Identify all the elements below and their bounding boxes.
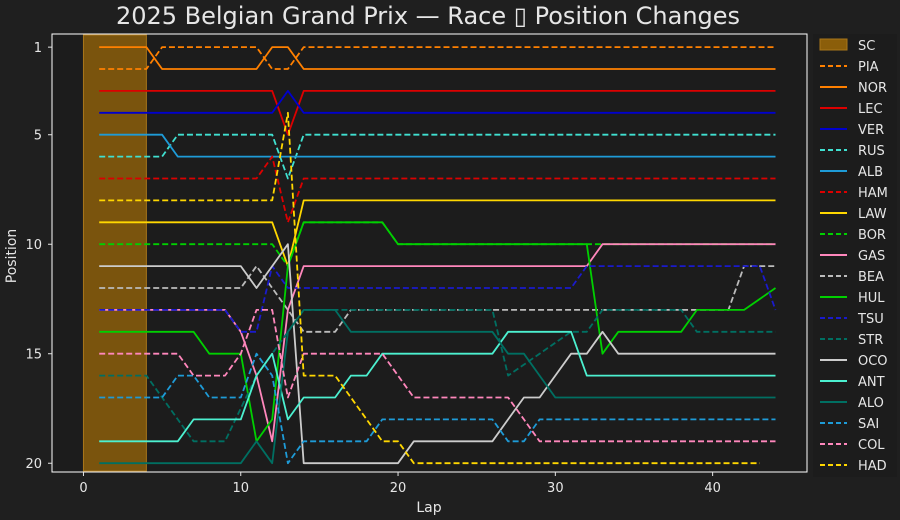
legend-label-nor: NOR	[858, 81, 887, 96]
legend-label-str: STR	[858, 333, 883, 348]
legend-label-had: HAD	[858, 459, 887, 474]
series-line-col	[99, 309, 776, 443]
legend-label-bor: BOR	[858, 228, 886, 243]
legend-label-ham: HAM	[858, 186, 888, 201]
legend-label-alb: ALB	[858, 165, 883, 180]
legend-label-ant: ANT	[858, 375, 885, 390]
legend-label-rus: RUS	[858, 144, 885, 159]
legend-label-hul: HUL	[858, 291, 885, 306]
series-line-ant	[99, 330, 776, 443]
x-tick-label: 30	[547, 481, 564, 496]
series-line-hul	[99, 221, 777, 443]
series-line-alo	[99, 309, 776, 465]
series-line-rus	[99, 133, 776, 180]
legend: SC PIA NOR LEC VER RUS ALB HAM LAW BOR GAS BEA HUL TS…	[813, 34, 897, 477]
series-line-had	[99, 111, 760, 465]
legend-label-sai: SAI	[858, 417, 879, 432]
chart-title: 2025 Belgian Grand Prix — Race ▯ Positio…	[116, 2, 740, 30]
y-axis-label: Position	[4, 229, 20, 284]
legend-label-ver: VER	[858, 123, 884, 138]
series-line-oco	[99, 243, 776, 465]
legend-label-oco: OCO	[858, 354, 888, 369]
y-tick-label: 20	[25, 457, 42, 472]
series-line-str	[99, 309, 776, 443]
legend-label-alo: ALO	[858, 396, 884, 411]
x-tick-label: 20	[390, 481, 407, 496]
x-tick-label: 40	[704, 481, 721, 496]
plot-frame	[51, 33, 808, 473]
series-line-tsu	[99, 265, 777, 333]
series-line-nor	[99, 46, 776, 70]
legend-label-sc: SC	[858, 39, 875, 54]
legend-label-gas: GAS	[858, 249, 885, 264]
safety-car-region	[82, 34, 147, 472]
legend-label-law: LAW	[858, 207, 887, 222]
y-tick-label: 10	[25, 238, 42, 253]
y-tick-label: 1	[34, 41, 42, 56]
y-tick-label: 5	[34, 129, 42, 144]
y-tick-label: 15	[25, 348, 42, 363]
series-line-sai	[99, 352, 776, 465]
legend-swatch-sc	[819, 38, 848, 51]
legend-label-lec: LEC	[858, 102, 883, 117]
legend-label-pia: PIA	[858, 60, 879, 75]
legend-label-col: COL	[858, 438, 885, 453]
series-line-ham	[99, 155, 776, 224]
series-line-ver	[99, 90, 776, 114]
series-line-lec	[99, 90, 776, 136]
x-tick-label: 0	[79, 481, 87, 496]
x-axis-label: Lap	[416, 500, 441, 516]
legend-label-tsu: TSU	[857, 312, 884, 327]
x-tick-label: 10	[232, 481, 249, 496]
legend-label-bea: BEA	[858, 270, 884, 285]
